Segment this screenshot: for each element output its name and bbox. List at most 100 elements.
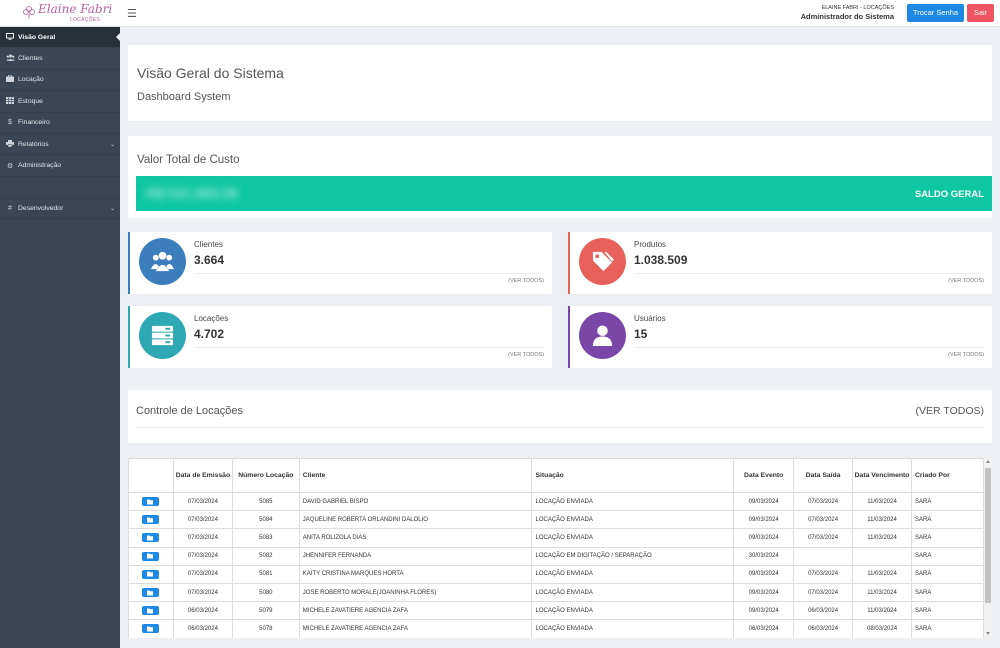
table-row[interactable]: 07/03/2024 5083 ANITA ROLIZOLA DIAS LOCAÇÃO… xyxy=(128,528,984,548)
cell-vencimento: 11/03/2024 xyxy=(852,564,913,584)
column-header-cliente[interactable]: Cliente xyxy=(298,458,533,493)
cell-saida: 07/03/2024 xyxy=(793,528,854,548)
cell-evento: 09/03/2024 xyxy=(733,510,795,530)
view-all-link[interactable]: (VER TODOS) xyxy=(948,352,984,358)
column-header-emissao[interactable]: Data de Emissão xyxy=(172,458,233,493)
cell-numero: 5082 xyxy=(231,546,300,566)
folder-open-icon xyxy=(147,608,154,614)
sidebar-item-visao-geral[interactable]: Visão Geral xyxy=(0,27,120,49)
sidebar-item-label: Estoque xyxy=(18,97,43,105)
cell-numero: 5080 xyxy=(231,582,300,603)
cell-action xyxy=(128,510,174,530)
cell-evento: 30/03/2024 xyxy=(733,546,795,566)
stat-label: Usuários xyxy=(634,314,666,323)
cell-saida xyxy=(793,546,854,566)
table-row[interactable]: 07/03/2024 5082 JHENNIFER FERNANDA LOCAÇÃO … xyxy=(128,546,984,566)
column-header-situacao[interactable]: Situação xyxy=(531,458,735,493)
table-row[interactable]: 07/03/2024 5084 JAQUELINE ROBERTA ORLANDIN… xyxy=(128,510,984,530)
sidebar-item-administracao[interactable]: ⚙ Administração xyxy=(0,155,120,177)
view-all-link[interactable]: (VER TODOS) xyxy=(508,352,544,358)
cell-vencimento: 11/03/2024 xyxy=(852,601,913,621)
cell-situacao: LOCAÇÃO ENVIADA xyxy=(531,601,735,621)
table-row[interactable]: 07/03/2024 5080 JOSE ROBERTO MORALE(JOANIN… xyxy=(128,582,984,603)
cell-saida: 07/03/2024 xyxy=(793,582,854,603)
cell-situacao: LOCAÇÃO ENVIADA xyxy=(531,528,735,548)
logout-button[interactable]: Sair xyxy=(967,4,994,22)
cell-evento: 09/03/2024 xyxy=(733,491,795,512)
sidebar-item-clientes[interactable]: Clientes xyxy=(0,48,120,70)
cell-emissao: 07/03/2024 xyxy=(172,491,233,512)
rentals-table: Data de Emissão Número Locação Cliente S… xyxy=(128,458,984,638)
page-title: Visão Geral do Sistema xyxy=(137,65,284,81)
change-password-button[interactable]: Trocar Senha xyxy=(907,4,964,22)
cell-action xyxy=(128,582,174,603)
monitor-icon xyxy=(5,32,15,42)
open-folder-button[interactable] xyxy=(142,606,160,616)
sidebar-item-relatorios[interactable]: Relatórios ⌄ xyxy=(0,134,120,156)
cell-cliente: ANITA ROLIZOLA DIAS xyxy=(298,528,533,548)
printer-icon xyxy=(5,139,15,149)
divider xyxy=(634,273,984,274)
view-all-link[interactable]: (VER TODOS) xyxy=(948,278,984,284)
scroll-down-arrow-icon[interactable] xyxy=(986,632,990,635)
overview-panel: Visão Geral do Sistema Dashboard System xyxy=(128,45,992,121)
stat-label: Clientes xyxy=(194,240,223,249)
cell-criado: SARA xyxy=(911,491,984,512)
cost-panel: Valor Total de Custo R$ 541.883,38 SALDO… xyxy=(128,136,992,218)
user-role: Administrador do Sistema xyxy=(800,12,894,21)
column-header-vencimento[interactable]: Data Vencimento xyxy=(852,458,913,493)
cell-vencimento: 11/03/2024 xyxy=(852,491,913,512)
cell-emissao: 07/03/2024 xyxy=(172,564,233,584)
scroll-up-arrow-icon[interactable] xyxy=(986,460,990,463)
cell-criado: SARA xyxy=(911,601,984,621)
folder-open-icon xyxy=(147,571,154,577)
column-header-evento[interactable]: Data Evento xyxy=(733,458,795,493)
open-folder-button[interactable] xyxy=(142,588,160,598)
cell-saida: 07/03/2024 xyxy=(793,510,854,530)
folder-open-icon xyxy=(147,535,154,541)
active-indicator xyxy=(116,33,120,41)
folder-open-icon xyxy=(147,499,154,505)
table-row[interactable]: 06/03/2024 5079 MICHELE ZAVATIERE AGENCIA … xyxy=(128,601,984,621)
table-row[interactable]: 07/03/2024 5085 DAVID GABRIEL BISPO LOCAÇÃO… xyxy=(128,491,984,512)
open-folder-button[interactable] xyxy=(142,515,160,525)
sidebar-item-estoque[interactable]: Estoque xyxy=(0,91,120,113)
column-header-saida[interactable]: Data Saída xyxy=(793,458,854,493)
stat-value: 1.038.509 xyxy=(634,253,688,267)
stat-icon-circle xyxy=(579,238,626,285)
table-row[interactable]: 07/03/2024 5081 KAITY CRISTINA MARQUES HOR… xyxy=(128,564,984,584)
vertical-scrollbar[interactable] xyxy=(984,458,992,638)
open-folder-button[interactable] xyxy=(142,569,160,579)
view-all-link[interactable]: (VER TODOS) xyxy=(508,278,544,284)
cell-cliente: JHENNIFER FERNANDA xyxy=(298,546,533,566)
table-row[interactable]: 06/03/2024 5078 MICHELE ZAVATIERE AGENCIA … xyxy=(128,619,984,638)
cell-cliente: KAITY CRISTINA MARQUES HORTA xyxy=(298,564,533,584)
cell-action xyxy=(128,564,174,584)
menu-toggle-icon[interactable]: ☰ xyxy=(127,8,137,20)
cell-action xyxy=(128,546,174,566)
stat-value: 4.702 xyxy=(194,327,225,341)
scrollbar-thumb[interactable] xyxy=(985,468,991,603)
cell-cliente: JAQUELINE ROBERTA ORLANDINI DALOLIO xyxy=(298,510,533,530)
open-folder-button[interactable] xyxy=(142,533,160,543)
divider xyxy=(634,347,984,348)
open-folder-button[interactable] xyxy=(142,497,160,507)
cell-evento: 09/03/2024 xyxy=(733,582,795,603)
cell-emissao: 07/03/2024 xyxy=(172,546,233,566)
column-header-criado[interactable]: Criado Por xyxy=(911,458,984,493)
stat-icon-circle xyxy=(139,238,186,285)
users-icon xyxy=(151,251,174,272)
stat-card-clientes: Clientes 3.664 (VER TODOS) xyxy=(128,232,552,294)
view-all-link[interactable]: (VER TODOS) xyxy=(915,405,984,417)
sidebar-item-desenvolvedor[interactable]: # Desenvolvedor ⌄ xyxy=(0,197,120,220)
cell-criado: SARA xyxy=(911,564,984,584)
cell-vencimento: 11/03/2024 xyxy=(852,582,913,603)
sidebar-item-financeiro[interactable]: $ Financeiro xyxy=(0,113,120,134)
open-folder-button[interactable] xyxy=(142,624,160,634)
sidebar-item-locacao[interactable]: Locação xyxy=(0,70,120,92)
logo[interactable]: Elaine Fabri LOCAÇÕES xyxy=(22,2,112,24)
column-header-numero[interactable]: Número Locação xyxy=(231,458,300,493)
open-folder-button[interactable] xyxy=(142,551,160,561)
cell-action xyxy=(128,491,174,512)
table-body: 07/03/2024 5085 DAVID GABRIEL BISPO LOCAÇÃO… xyxy=(128,491,984,638)
